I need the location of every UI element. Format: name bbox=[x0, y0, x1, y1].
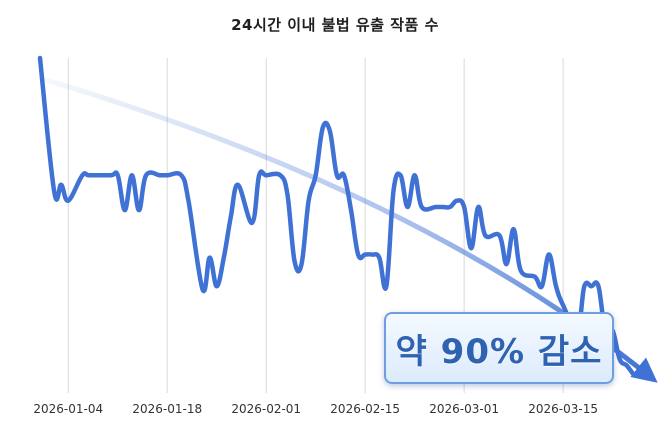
x-tick-label-5: 2026-03-15 bbox=[528, 402, 598, 416]
chart-title: 24시간 이내 불법 유출 작품 수 bbox=[231, 16, 439, 34]
x-tick-label-2: 2026-02-01 bbox=[231, 402, 301, 416]
x-tick-label-4: 2026-03-01 bbox=[429, 402, 499, 416]
reduction-callout-text: 약 90% 감소 bbox=[395, 331, 603, 372]
x-tick-label-0: 2026-01-04 bbox=[33, 402, 103, 416]
reduction-callout: 약 90% 감소 bbox=[384, 312, 614, 384]
x-tick-label-3: 2026-02-15 bbox=[330, 402, 400, 416]
series-line bbox=[37, 55, 637, 378]
x-tick-label-1: 2026-01-18 bbox=[132, 402, 202, 416]
